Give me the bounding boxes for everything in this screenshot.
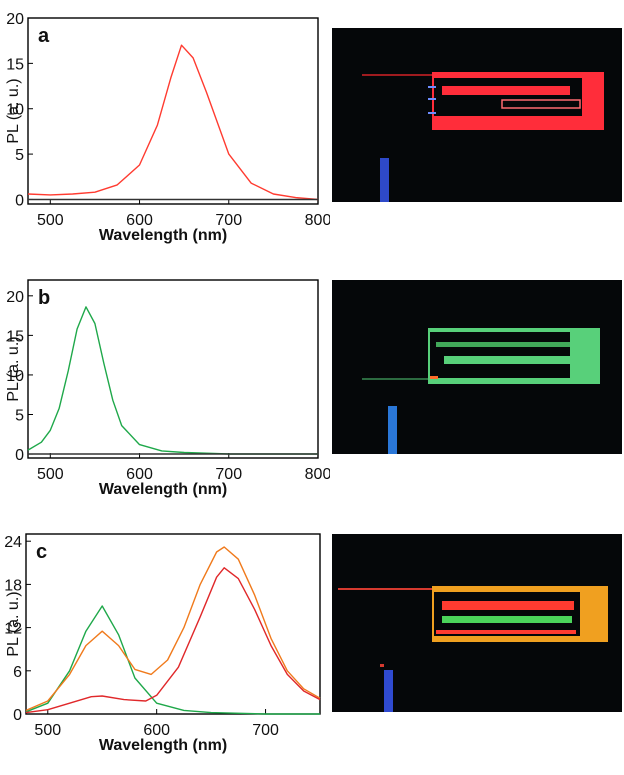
y-tick-label: 20 — [6, 11, 24, 28]
y-tick-label: 0 — [15, 447, 24, 464]
plot-frame — [27, 279, 319, 459]
x-tick-label: 700 — [252, 722, 279, 739]
x-axis-label: Wavelength (nm) — [99, 227, 227, 244]
series-line-0 — [27, 44, 319, 201]
y-tick-label: 5 — [15, 147, 24, 164]
x-tick-label: 500 — [34, 722, 61, 739]
x-tick-label: 700 — [215, 466, 242, 483]
y-tick-label: 12 — [4, 621, 22, 638]
chart-panel-c: 500 600 700 0 6 12 18 24 c Wavelength (nm) PL (a. … — [4, 533, 321, 754]
x-axis-label: Wavelength (nm) — [99, 481, 227, 498]
y-axis-label: PL (a. u.) — [5, 591, 22, 656]
x-tick-label: 600 — [143, 722, 170, 739]
y-tick-label: 6 — [13, 664, 22, 681]
panel-label: b — [38, 287, 50, 309]
x-tick-label: 500 — [37, 212, 64, 229]
series-line-0 — [27, 306, 318, 455]
y-tick-label: 0 — [15, 192, 24, 209]
series-line-2 — [25, 567, 321, 714]
y-tick-label: 18 — [4, 577, 22, 594]
y-tick-label: 15 — [6, 328, 24, 345]
plot-frame — [25, 533, 321, 715]
y-tick-label: 10 — [6, 368, 24, 385]
device-photo-c — [332, 534, 622, 712]
device-photo-b — [332, 280, 622, 454]
x-axis-label: Wavelength (nm) — [99, 737, 227, 754]
series-line-1 — [25, 546, 321, 712]
device-photo-a — [332, 28, 622, 202]
x-tick-label: 700 — [215, 212, 242, 229]
chart-panel-b: 500 600 700 800 0 5 10 15 20 b Wavelength (nm) PL (… — [5, 279, 330, 498]
x-tick-label: 600 — [126, 212, 153, 229]
panel-label: a — [38, 25, 50, 47]
y-tick-label: 0 — [13, 707, 22, 724]
chart-panel-a: 500 600 700 800 0 5 10 15 20 a Wavelength (nm) PL (… — [5, 11, 330, 244]
y-tick-label: 24 — [4, 534, 22, 551]
y-tick-label: 5 — [15, 407, 24, 424]
y-tick-label: 15 — [6, 56, 24, 73]
y-tick-label: 20 — [6, 289, 24, 306]
y-tick-label: 10 — [6, 102, 24, 119]
x-tick-label: 500 — [37, 466, 64, 483]
x-tick-label: 800 — [305, 212, 330, 229]
x-tick-label: 800 — [305, 466, 330, 483]
series-line-0 — [25, 605, 320, 715]
y-axis-label: PL (a. u.) — [5, 78, 22, 143]
plot-frame — [27, 17, 319, 205]
panel-label: c — [36, 541, 47, 563]
y-axis-label: PL (a. u.) — [5, 336, 22, 401]
x-tick-label: 600 — [126, 466, 153, 483]
